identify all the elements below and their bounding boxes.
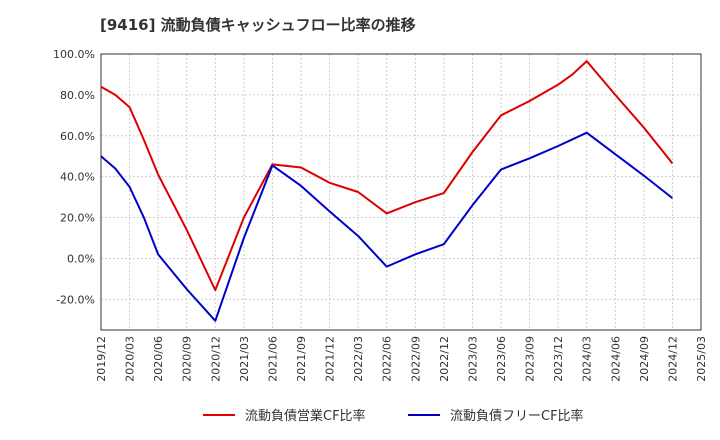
series-line-1 [100,60,674,292]
y-tick-label: 60.0% [60,130,95,143]
y-tick-label: 100.0% [53,48,95,61]
x-tick-label: 2023/03 [466,336,479,382]
x-tick-label: 2024/03 [581,336,594,382]
x-tick-label: 2020/12 [209,336,222,382]
x-tick-label: 2024/06 [609,336,622,382]
x-tick-label: 2025/03 [695,336,708,382]
y-tick-label: 40.0% [60,171,95,184]
x-tick-label: 2022/09 [409,336,422,382]
x-tick-label: 2022/12 [438,336,451,382]
y-tick-label: -20.0% [56,293,95,306]
x-tick-label: 2020/03 [124,336,137,382]
x-tick-label: 2021/06 [266,336,279,382]
legend-label-2: 流動負債フリーCF比率 [450,408,584,424]
y-tick-label: 80.0% [60,89,95,102]
x-tick-label: 2020/09 [181,336,194,382]
grid-layer [100,53,702,330]
x-tick-label: 2020/06 [152,336,165,382]
legend-label-1: 流動負債営業CF比率 [245,408,366,424]
series-layer [100,60,674,322]
axes-layer: 100.0% 80.0% 60.0% 40.0% 20.0% 0.0% -20.0% 2019… [53,48,708,382]
x-tick-label: 2022/06 [381,336,394,382]
y-tick-label: 20.0% [60,212,95,225]
x-tick-label: 2021/09 [295,336,308,382]
series-line-2 [100,131,674,322]
x-tick-label: 2021/03 [238,336,251,382]
x-tick-label: 2024/09 [638,336,651,382]
y-tick-label: 0.0% [67,252,95,265]
x-tick-label: 2023/06 [495,336,508,382]
x-tick-label: 2023/12 [552,336,565,382]
plot-frame [100,53,702,331]
x-tick-label: 2024/12 [666,336,679,382]
x-tick-label: 2019/12 [95,336,108,382]
chart-title: [9416] 流動負債キャッシュフロー比率の推移 [100,16,416,34]
x-tick-label: 2021/12 [324,336,337,382]
x-tick-label: 2022/03 [352,336,365,382]
x-tick-label: 2023/09 [524,336,537,382]
legend: 流動負債営業CF比率 流動負債フリーCF比率 [203,408,584,424]
